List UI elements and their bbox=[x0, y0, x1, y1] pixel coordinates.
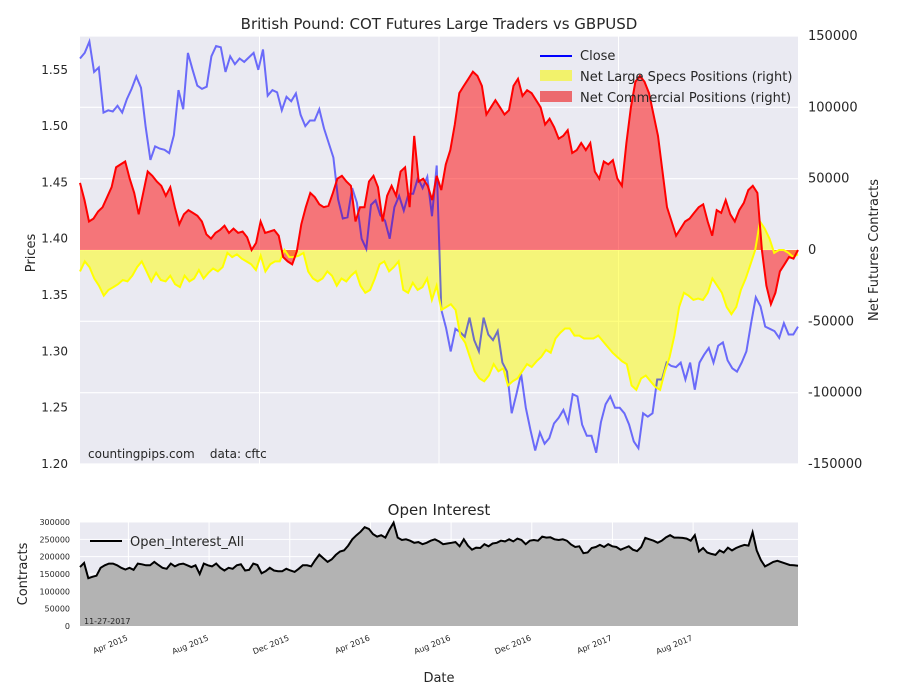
top-y-axis-label: Prices bbox=[24, 234, 39, 273]
date-stamp-annotation: 11-27-2017 bbox=[84, 617, 131, 626]
date-tick: Aug 2016 bbox=[413, 634, 452, 657]
top-right-tick-labels: 150000 100000 50000 0 -50000 -100000 -150000 bbox=[808, 29, 862, 472]
top-left-tick: 1.25 bbox=[41, 401, 68, 415]
date-tick-labels: Apr 2015 Aug 2015 Dec 2015 Apr 2016 Aug 2016… bbox=[92, 634, 694, 657]
top-left-tick: 1.50 bbox=[41, 119, 68, 133]
date-tick: Dec 2016 bbox=[494, 634, 533, 657]
legend-close-label: Close bbox=[580, 49, 615, 64]
top-left-tick: 1.55 bbox=[41, 63, 68, 77]
top-left-tick: 1.45 bbox=[41, 175, 68, 189]
top-area-fills bbox=[80, 71, 798, 390]
top-right-tick: -50000 bbox=[808, 314, 854, 329]
bottom-tick-labels: 300000 250000 200000 150000 100000 50000 0 bbox=[39, 518, 70, 631]
date-tick: Dec 2015 bbox=[252, 634, 291, 657]
source-annotation: countingpips.com data: cftc bbox=[88, 447, 267, 461]
legend-specs-swatch bbox=[540, 70, 572, 81]
date-tick: Aug 2017 bbox=[655, 634, 694, 657]
legend-commercial-label: Net Commercial Positions (right) bbox=[580, 91, 791, 106]
open-interest-line bbox=[79, 520, 799, 580]
top-legend: Close Net Large Specs Positions (right) … bbox=[540, 49, 792, 106]
top-y2-axis-label: Net Futures Contracts bbox=[867, 179, 882, 321]
legend-oi-label: Open_Interest_All bbox=[130, 535, 244, 550]
top-series-lines bbox=[79, 37, 799, 453]
bottom-area-fill bbox=[79, 520, 799, 626]
top-chart-title: British Pound: COT Futures Large Traders… bbox=[241, 15, 638, 33]
date-tick: Aug 2015 bbox=[171, 634, 210, 657]
bottom-tick: 150000 bbox=[39, 570, 70, 579]
bottom-tick: 250000 bbox=[39, 535, 70, 544]
legend-specs-label: Net Large Specs Positions (right) bbox=[580, 70, 792, 85]
bottom-tick: 100000 bbox=[39, 587, 70, 596]
top-right-tick: 150000 bbox=[808, 29, 858, 44]
legend-commercial-swatch bbox=[540, 91, 572, 102]
date-tick: Apr 2015 bbox=[92, 634, 129, 656]
bottom-chart-title: Open Interest bbox=[388, 501, 491, 519]
bottom-tick: 0 bbox=[65, 622, 70, 631]
top-right-tick: -100000 bbox=[808, 386, 862, 401]
commercial-area bbox=[80, 71, 798, 305]
bottom-tick: 200000 bbox=[39, 553, 70, 562]
commercial-line bbox=[79, 70, 799, 308]
close-line bbox=[79, 37, 799, 453]
bottom-y-axis-label: Contracts bbox=[16, 542, 31, 605]
date-tick: Apr 2016 bbox=[334, 634, 371, 656]
top-right-tick: 0 bbox=[808, 243, 816, 258]
date-tick: Apr 2017 bbox=[576, 634, 613, 656]
bottom-legend: Open_Interest_All bbox=[90, 535, 244, 550]
top-left-tick: 1.20 bbox=[41, 457, 68, 471]
price-cot-chart: 1.201.251.301.351.401.451.501.55 1500001… bbox=[24, 15, 882, 472]
specs-line bbox=[79, 218, 799, 392]
specs-area bbox=[80, 221, 798, 390]
bottom-tick: 300000 bbox=[39, 518, 70, 527]
top-left-tick: 1.30 bbox=[41, 344, 68, 358]
top-left-tick: 1.40 bbox=[41, 232, 68, 246]
top-left-tick: 1.35 bbox=[41, 288, 68, 302]
open-interest-chart: 300000 250000 200000 150000 100000 50000 0 Apr… bbox=[16, 501, 799, 686]
top-right-tick: 100000 bbox=[808, 100, 858, 115]
bottom-tick: 50000 bbox=[45, 605, 70, 614]
top-right-tick: -150000 bbox=[808, 457, 862, 472]
top-left-tick-labels: 1.20 1.25 1.30 1.35 1.40 1.45 1.50 1.55 bbox=[41, 63, 68, 471]
bottom-x-axis-label: Date bbox=[423, 671, 454, 686]
top-right-tick: 50000 bbox=[808, 172, 849, 187]
